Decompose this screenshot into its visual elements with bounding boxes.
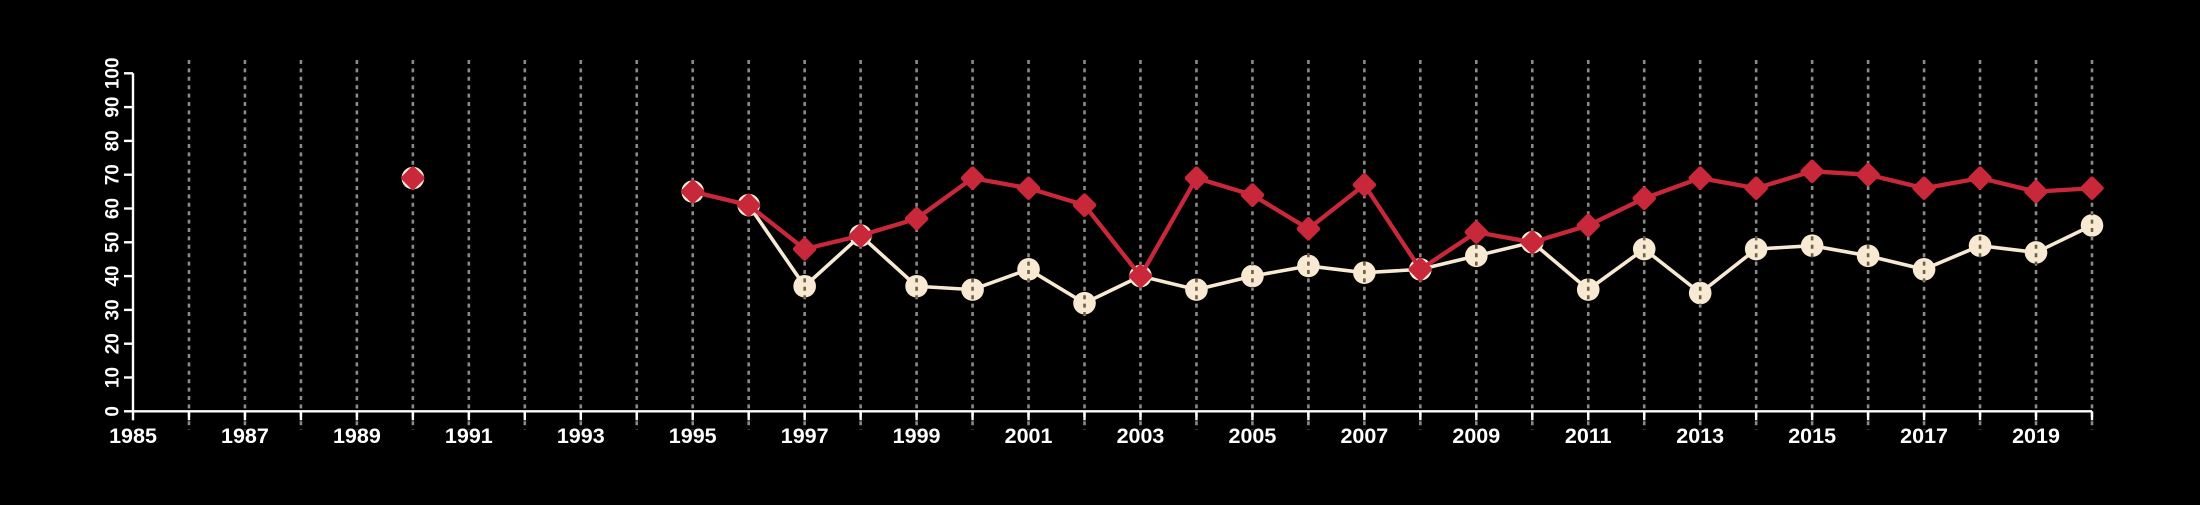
x-tick-label: 2007	[1340, 424, 1388, 448]
x-tick-label: 2009	[1452, 424, 1500, 448]
red-diamond-marker	[1128, 264, 1153, 288]
x-tick-label: 2003	[1117, 424, 1165, 448]
x-tick-label: 1991	[445, 424, 493, 448]
cream-circle-marker	[1073, 291, 1096, 315]
y-tick-label: 0	[103, 406, 124, 417]
x-tick-label: 1985	[109, 424, 157, 448]
x-tick-label: 1993	[557, 424, 605, 448]
red-diamond-marker	[1016, 176, 1041, 200]
red-diamond-marker	[1856, 162, 1880, 187]
y-tick-label: 30	[103, 299, 124, 320]
red-diamond-marker	[1688, 166, 1712, 190]
x-tick-label: 1997	[781, 424, 829, 448]
red-diamond-marker	[401, 166, 425, 190]
y-tick-label: 80	[103, 130, 124, 151]
y-tick-label: 100	[103, 57, 124, 89]
red-diamond-marker	[1408, 257, 1433, 282]
red-diamond-marker	[1800, 159, 1824, 184]
red-diamond-marker	[1520, 230, 1545, 255]
x-tick-label: 2005	[1229, 424, 1277, 448]
y-tick-label: 20	[103, 333, 124, 354]
axes-group: 1985 1987 1989 1991 1993 1995 1997 1999 2001 2003…	[103, 57, 2094, 448]
red-diamond-marker	[2080, 176, 2104, 200]
red-diamond-marker	[1296, 217, 1321, 241]
x-tick-label: 2013	[1676, 424, 1724, 448]
red-diamond-marker	[1576, 213, 1601, 238]
x-tick-label: 1987	[221, 424, 269, 448]
x-tick-label: 2015	[1788, 424, 1836, 448]
red-diamond-marker	[1968, 166, 1992, 190]
cream-circle-marker	[1241, 264, 1264, 288]
gridline-group	[187, 60, 2094, 430]
x-tick-label: 1999	[893, 424, 941, 448]
cream-circle-marker	[2024, 241, 2048, 264]
y-tick-label: 60	[103, 198, 124, 219]
y-tick-label: 50	[103, 232, 124, 253]
x-tick-label: 2011	[1565, 424, 1612, 448]
cream-circle-marker	[1297, 254, 1320, 278]
cream-circle-marker	[1632, 237, 1656, 261]
red-diamond-marker	[1352, 173, 1377, 197]
red-diamond-marker	[960, 166, 985, 190]
red-diamond-marker	[904, 206, 929, 231]
red-diamond-marker	[1184, 166, 1209, 190]
red-series-group	[401, 159, 2104, 288]
red-diamond-marker	[848, 223, 873, 248]
red-diamond-marker	[680, 179, 705, 204]
red-diamond-marker	[1632, 186, 1656, 211]
y-tick-label: 40	[103, 266, 124, 287]
cream-circle-marker	[2080, 214, 2104, 237]
x-tick-label: 1995	[669, 424, 717, 448]
red-diamond-marker	[1240, 183, 1265, 207]
red-diamond-marker	[1464, 220, 1489, 244]
y-tick-label: 90	[103, 97, 124, 118]
cream-circle-marker	[1017, 258, 1040, 281]
x-tick-label: 1989	[333, 424, 381, 448]
red-diamond-marker	[1912, 176, 1936, 200]
red-diamond-marker	[736, 193, 761, 217]
cream-circle-marker	[905, 274, 928, 298]
red-diamond-marker	[792, 237, 817, 261]
x-tick-label: 2017	[1900, 424, 1948, 448]
cream-circle-marker	[1744, 237, 1768, 261]
x-tick-label: 2019	[2012, 424, 2060, 448]
cream-circle-marker	[1912, 258, 1936, 281]
y-tick-label: 70	[103, 164, 124, 185]
red-diamond-marker	[2024, 179, 2048, 204]
red-diamond-marker	[1744, 176, 1768, 200]
cream-circle-marker	[793, 274, 816, 298]
red-diamond-marker	[1072, 193, 1097, 217]
y-tick-label: 10	[103, 367, 124, 388]
x-tick-label: 2001	[1005, 424, 1053, 448]
cream-circle-marker	[1688, 281, 1712, 305]
